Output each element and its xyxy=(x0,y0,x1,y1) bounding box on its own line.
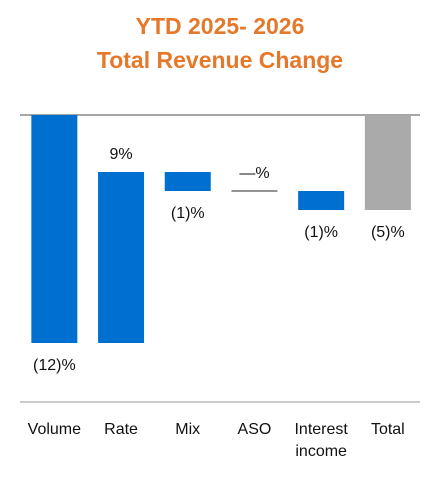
bar xyxy=(298,191,345,210)
x-tick-label: Mix xyxy=(175,421,200,438)
x-tick-label: Interest income xyxy=(294,421,348,460)
value-label: (1)% xyxy=(171,205,205,222)
value-label: (1)% xyxy=(304,224,338,241)
chart-title: YTD 2025- 2026 xyxy=(136,13,305,39)
bar xyxy=(31,115,78,343)
bar xyxy=(98,172,145,343)
x-tick-label: ASO xyxy=(238,421,272,438)
chart-title: Total Revenue Change xyxy=(97,47,343,73)
x-tick-label: Rate xyxy=(104,421,138,438)
value-label: (12)% xyxy=(33,357,76,374)
x-tick-label: Volume xyxy=(28,421,81,438)
value-label: —% xyxy=(239,165,269,182)
x-tick-label: Total xyxy=(371,421,405,438)
bar xyxy=(364,115,411,210)
bar xyxy=(164,172,211,191)
value-label: (5)% xyxy=(371,224,405,241)
value-label: 9% xyxy=(109,146,132,163)
